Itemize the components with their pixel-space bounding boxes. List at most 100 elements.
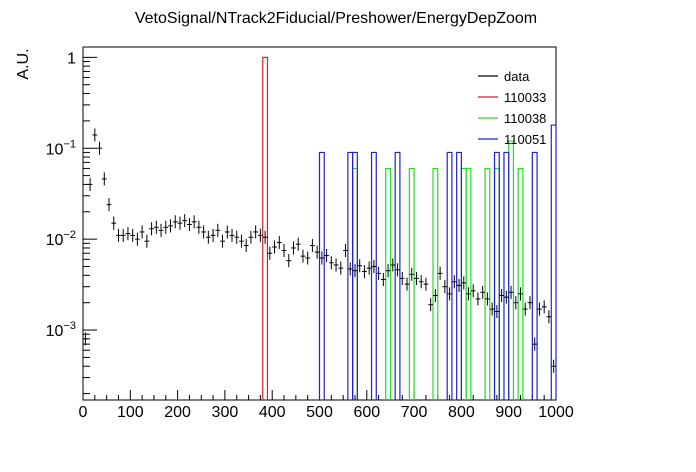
data-point xyxy=(201,225,206,239)
data-point xyxy=(168,219,173,233)
histogram-bin-110051 xyxy=(531,151,538,400)
data-point xyxy=(182,214,188,228)
data-point xyxy=(281,243,287,258)
data-point xyxy=(433,288,438,303)
y-tick-label: 10−2 xyxy=(46,229,76,249)
data-point xyxy=(295,237,301,251)
data-point xyxy=(106,198,112,212)
data-point xyxy=(357,259,363,273)
data-point xyxy=(267,246,273,260)
data-point xyxy=(522,302,528,316)
data-point xyxy=(328,256,334,270)
data-point xyxy=(362,265,367,279)
data-point xyxy=(551,359,556,373)
data-point xyxy=(470,284,476,298)
data-point xyxy=(319,251,325,265)
data-point xyxy=(291,241,296,255)
data-point xyxy=(272,240,277,254)
x-tick-label: 700 xyxy=(401,404,428,421)
data-point xyxy=(224,225,230,239)
legend-label: 110038 xyxy=(504,111,546,126)
data-point xyxy=(149,222,154,236)
histogram-bin-110051 xyxy=(370,151,377,400)
data-point xyxy=(191,215,197,229)
data-point xyxy=(489,302,495,316)
data-point xyxy=(220,234,225,248)
data-points xyxy=(83,128,556,373)
data-point xyxy=(300,249,306,263)
data-point xyxy=(503,290,509,304)
legend-label: 110051 xyxy=(504,132,546,147)
data-point xyxy=(172,215,178,229)
data-point xyxy=(418,275,424,289)
data-point xyxy=(508,285,514,299)
histogram-bin-110038 xyxy=(484,167,491,400)
data-point xyxy=(83,332,88,346)
data-point xyxy=(480,285,486,299)
data-point xyxy=(210,228,216,242)
data-point xyxy=(310,239,315,253)
x-tick-label: 300 xyxy=(212,404,239,421)
histogram-bin-110051 xyxy=(503,151,510,400)
data-point xyxy=(380,272,386,287)
x-tick-label: 0 xyxy=(79,404,88,421)
data-point xyxy=(187,217,192,232)
data-point xyxy=(177,216,183,230)
data-point xyxy=(333,258,339,272)
histogram-bin-110038 xyxy=(508,140,515,400)
data-point xyxy=(404,277,410,291)
data-point xyxy=(111,216,117,230)
y-axis-label: A.U. xyxy=(15,48,32,79)
data-point xyxy=(87,177,93,191)
data-point xyxy=(385,264,391,278)
data-point xyxy=(451,275,457,289)
data-point xyxy=(276,235,282,249)
histogram-bin-110051 xyxy=(318,151,325,400)
data-point xyxy=(130,228,136,242)
histogram-bin-110051 xyxy=(347,151,354,400)
data-point xyxy=(153,220,159,234)
data-point xyxy=(243,239,249,253)
data-point xyxy=(532,337,538,351)
data-point xyxy=(205,230,211,244)
data-point xyxy=(546,310,552,324)
x-axis: 0 100 200 300 400 500 600 700 800 900 1000 xyxy=(79,390,574,421)
chart-title: VetoSignal/NTrack2Fiducial/Preshower/Ene… xyxy=(135,10,537,27)
data-point xyxy=(475,292,481,306)
data-point xyxy=(338,261,344,275)
data-point xyxy=(366,261,372,275)
data-point xyxy=(97,141,102,155)
data-point xyxy=(229,228,235,242)
data-point xyxy=(461,276,467,290)
data-point xyxy=(215,223,221,237)
x-tick-label: 600 xyxy=(353,404,380,421)
histogram-bin-110051 xyxy=(456,151,462,400)
data-point xyxy=(286,254,292,268)
data-point xyxy=(371,259,377,274)
data-point xyxy=(92,128,98,142)
data-point xyxy=(120,228,126,242)
data-point xyxy=(390,258,396,272)
data-point xyxy=(144,234,150,248)
x-tick-label: 900 xyxy=(495,404,522,421)
data-point xyxy=(409,267,415,281)
data-point xyxy=(399,271,405,285)
data-point xyxy=(125,227,131,241)
data-point xyxy=(513,296,519,310)
data-point xyxy=(466,287,471,301)
data-point xyxy=(527,296,533,310)
data-point xyxy=(262,230,268,244)
histogram-bin-110038 xyxy=(465,167,472,400)
data-point xyxy=(248,230,254,244)
data-point xyxy=(343,243,348,258)
y-tick-label: 1 xyxy=(67,50,76,67)
histogram-bin-110038 xyxy=(432,167,439,400)
legend-label: 110033 xyxy=(504,90,546,105)
y-tick-label: 10−1 xyxy=(46,138,76,158)
data-point xyxy=(258,228,263,242)
histogram-bin-110051 xyxy=(446,151,453,400)
data-point xyxy=(324,249,329,263)
data-point xyxy=(518,287,523,301)
data-point xyxy=(442,280,448,294)
